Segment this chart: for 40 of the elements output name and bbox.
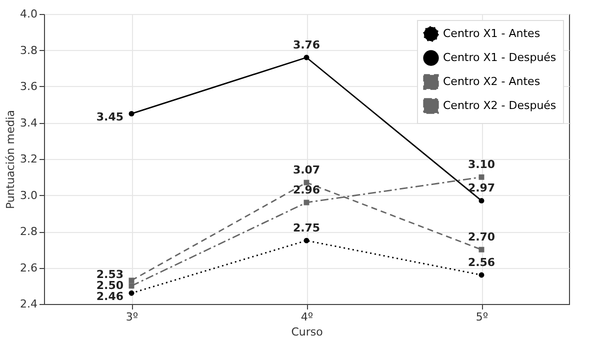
y-tick-label: 2.8 [20,225,38,238]
legend-label: Centro X1 - Después [443,51,556,64]
data-label: 2.46 [96,290,124,304]
point [128,290,134,296]
y-tick-label: 2.4 [20,298,38,310]
x-tick-label: 4º [300,310,314,324]
legend-label: Centro X1 - Antes [443,27,540,40]
y-tick-label: 3.6 [20,80,38,93]
x-tick-label: 3º [126,310,138,324]
data-label: 2.53 [96,268,124,282]
point [478,198,484,204]
y-axis-title: Puntuación media [4,110,18,209]
x-axis-title: Curso [291,326,324,338]
y-tick-label: 3.4 [20,116,38,130]
data-label: 3.45 [96,110,124,124]
data-label: 2.70 [468,230,496,244]
data-label: 2.50 [96,279,124,292]
y-tick-label: 3.0 [20,188,38,202]
point [304,238,310,244]
point [478,174,484,180]
data-label: 2.75 [292,222,320,235]
point [304,54,310,60]
legend-label: Centro X2 - Antes [443,75,540,88]
data-label: 2.97 [468,182,496,195]
point [128,110,134,116]
data-label: 3.10 [468,158,496,172]
y-tick-label: 3.8 [20,44,38,57]
point [478,246,484,252]
data-label: 3.07 [292,164,320,177]
x-tick-label: 5º [476,310,488,324]
point [128,278,134,284]
y-tick-label: 3.2 [20,152,38,166]
data-label: 2.96 [292,184,320,196]
point [478,272,484,278]
data-label: 2.56 [468,256,496,269]
y-tick-label: 4.0 [20,8,38,20]
y-tick-label: 2.6 [20,261,38,274]
point [128,283,134,289]
data-label: 3.76 [292,38,320,52]
legend-label: Centro X2 - Después [443,99,556,112]
